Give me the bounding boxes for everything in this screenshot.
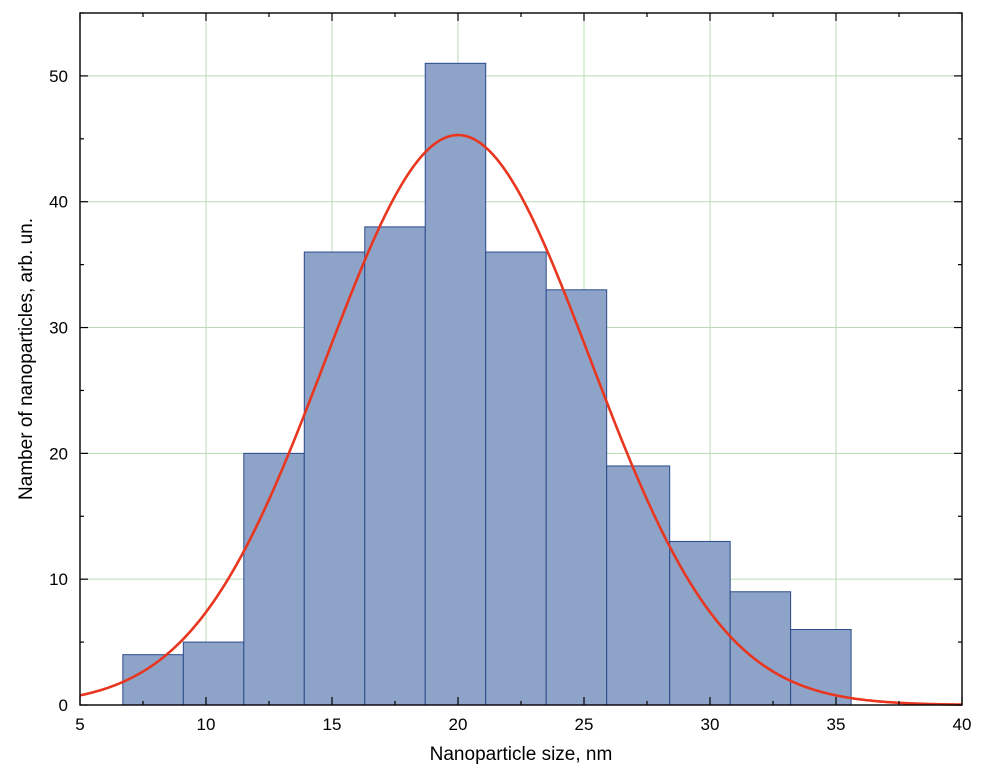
y-tick-label: 50: [49, 67, 68, 86]
y-tick-label: 10: [49, 570, 68, 589]
x-axis-label: Nanoparticle size, nm: [430, 744, 613, 765]
histogram-bar: [303, 251, 366, 706]
y-tick-label: 20: [49, 444, 68, 463]
x-tick-label: 10: [197, 715, 216, 734]
y-tick-label: 0: [59, 696, 68, 715]
x-tick-label: 35: [827, 715, 846, 734]
histogram-bar: [485, 251, 547, 706]
histogram-bar: [424, 62, 487, 706]
y-tick-labels: 0 10 20 30 40 50: [49, 67, 68, 715]
histogram-bar: [243, 452, 305, 706]
histogram-bar: [182, 641, 245, 706]
y-tick-label: 40: [49, 193, 68, 212]
histogram-bars: [122, 62, 852, 706]
histogram-bar: [790, 629, 852, 706]
histogram-bar: [364, 226, 426, 706]
histogram-bar: [606, 465, 671, 706]
y-tick-label: 30: [49, 319, 68, 338]
x-tick-label: 30: [701, 715, 720, 734]
x-tick-label: 40: [953, 715, 972, 734]
x-tick-label: 5: [75, 715, 84, 734]
gaussian-fit-curve: [79, 133, 963, 706]
histogram-bar: [545, 289, 608, 706]
histogram-bar: [729, 591, 792, 706]
histogram-bar: [122, 654, 184, 706]
x-tick-labels: 5 10 15 20 25 30 35 40: [75, 715, 971, 734]
axis-ticks: [79, 12, 963, 706]
x-tick-label: 15: [323, 715, 342, 734]
x-tick-label: 25: [575, 715, 594, 734]
y-axis-label: Namber of nanoparticles, arb. un.: [16, 218, 37, 500]
x-tick-label: 20: [449, 715, 468, 734]
